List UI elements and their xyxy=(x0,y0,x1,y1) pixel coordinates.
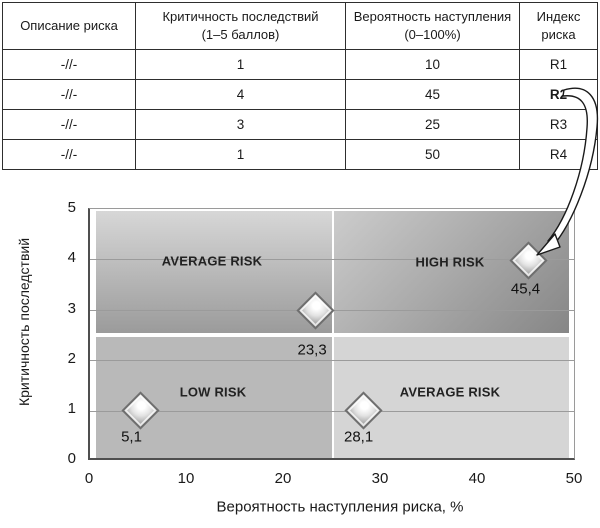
table-row: -//- 3 25 R3 xyxy=(2,109,598,140)
gridline-y1 xyxy=(90,411,574,412)
cell-probability: 10 xyxy=(345,49,520,80)
table-row: -//- 4 45 R2 xyxy=(2,79,598,110)
quadrant-label-high-risk: HIGH RISK xyxy=(415,254,485,270)
y-tick-2: 2 xyxy=(67,350,76,367)
x-axis-title: Вероятность наступления риска, % xyxy=(216,498,464,516)
cell-probability: 50 xyxy=(345,139,520,170)
point-label: 28,1 xyxy=(343,428,374,446)
col-header-risk-index: Индекс риска xyxy=(519,2,598,50)
point-label: 45,4 xyxy=(510,280,541,298)
col-header-probability: Вероятность наступления (0–100%) xyxy=(345,2,520,50)
gridline-y2 xyxy=(90,360,574,361)
plot-area: AVERAGE RISK HIGH RISK LOW RISK AVERAGE … xyxy=(88,208,575,460)
quadrant-label-average-risk-top: AVERAGE RISK xyxy=(161,253,263,269)
table-header-row: Описание риска Критичность последствий (… xyxy=(2,2,598,50)
cell-desc: -//- xyxy=(2,49,136,80)
quadrant-label-low-risk: LOW RISK xyxy=(179,384,247,400)
point-label: 5,1 xyxy=(121,428,142,446)
y-tick-5: 5 xyxy=(67,199,76,216)
cell-probability: 45 xyxy=(345,79,520,110)
cell-probability: 25 xyxy=(345,109,520,140)
y-tick-3: 3 xyxy=(67,300,76,317)
table-row: -//- 1 10 R1 xyxy=(2,49,598,80)
cell-risk-index-highlighted: R2 xyxy=(519,79,598,110)
col-header-description: Описание риска xyxy=(2,2,136,50)
x-tick-40: 40 xyxy=(468,470,486,487)
y-tick-0: 0 xyxy=(67,450,76,467)
cell-desc: -//- xyxy=(2,109,136,140)
cell-risk-index: R3 xyxy=(519,109,598,140)
quadrant-average-risk-bottom-right xyxy=(334,337,569,458)
cell-criticality: 1 xyxy=(135,49,346,80)
cell-desc: -//- xyxy=(2,79,136,110)
x-tick-50: 50 xyxy=(565,470,583,487)
cell-desc: -//- xyxy=(2,139,136,170)
x-tick-10: 10 xyxy=(177,470,195,487)
quadrant-label-average-risk-bottom: AVERAGE RISK xyxy=(399,384,501,400)
cell-criticality: 4 xyxy=(135,79,346,110)
table-row: -//- 1 50 R4 xyxy=(2,139,598,170)
quadrant-average-risk-top-left xyxy=(96,211,332,333)
cell-criticality: 1 xyxy=(135,139,346,170)
y-axis-title: Критичность последствий xyxy=(16,237,32,407)
y-tick-1: 1 xyxy=(67,400,76,417)
gridline-y4 xyxy=(90,259,574,260)
x-tick-30: 30 xyxy=(371,470,389,487)
cell-risk-index: R4 xyxy=(519,139,598,170)
y-tick-4: 4 xyxy=(67,249,76,266)
cell-risk-index: R1 xyxy=(519,49,598,80)
cell-criticality: 3 xyxy=(135,109,346,140)
point-label: 23,3 xyxy=(297,341,327,359)
risk-table: Описание риска Критичность последствий (… xyxy=(2,2,598,170)
x-tick-20: 20 xyxy=(274,470,292,487)
col-header-criticality: Критичность последствий (1–5 баллов) xyxy=(135,2,346,50)
x-tick-0: 0 xyxy=(84,470,94,487)
